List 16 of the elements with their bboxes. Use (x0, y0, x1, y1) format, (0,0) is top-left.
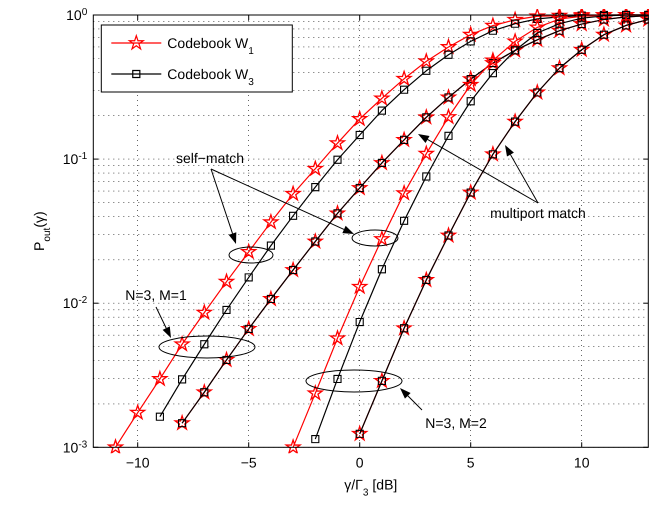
x-tick-label: −5 (240, 454, 257, 470)
y-tick-label: 10$^{-1}$ (62, 150, 88, 168)
y-tick-label: 10$^{0}$ (66, 6, 88, 23)
x-tick-label: −10 (126, 454, 150, 470)
x-tick-label: 0 (356, 454, 364, 470)
annotation: self−match (176, 150, 244, 166)
x-tick-label: 5 (466, 454, 475, 470)
x-tick-label: 10 (574, 454, 590, 470)
y-tick-label: 10$^{-2}$ (62, 294, 88, 312)
annotation: multiport match (490, 205, 586, 221)
y-tick-label: 10$^{-3}$ (62, 438, 88, 456)
legend-label: Codebook W$_{1}$ (167, 35, 254, 56)
x-axis-title: γ/Γ$_{3}$ [dB] (344, 476, 398, 498)
annotation: N=3, M=1 (125, 287, 187, 303)
legend-label: Codebook W$_{3}$ (167, 66, 254, 88)
annotation: N=3, M=2 (425, 415, 487, 431)
